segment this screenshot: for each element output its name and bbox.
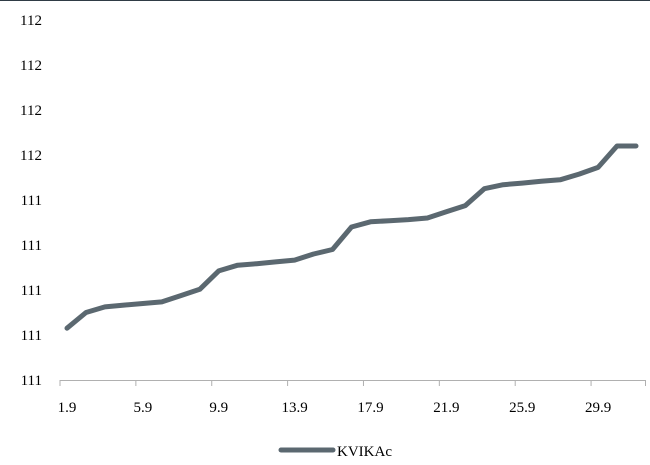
x-tick-label: 29.9 (585, 400, 611, 416)
y-tick-label: 111 (21, 283, 42, 299)
x-tick-label: 5.9 (133, 400, 152, 416)
series-line-kvikac (64, 143, 639, 331)
legend-label: KVIKAc (337, 444, 392, 460)
x-tick-label: 21.9 (433, 400, 459, 416)
y-tick-label: 111 (21, 238, 42, 254)
x-tick-label: 9.9 (209, 400, 228, 416)
x-tick-label: 25.9 (509, 400, 535, 416)
y-tick-label: 111 (21, 328, 42, 344)
x-axis-tick-marks (59, 380, 646, 386)
series-group (64, 143, 639, 331)
y-tick-label: 112 (20, 148, 42, 164)
x-tick-label: 1.9 (58, 400, 77, 416)
y-tick-label: 112 (20, 13, 42, 29)
x-axis-tick-labels: 1.9 5.9 9.9 13.9 17.9 21.9 25.9 29.9 (58, 400, 612, 416)
legend: KVIKAc (278, 444, 392, 460)
y-axis-tick-labels: 111 111 111 111 111 112 112 112 112 (20, 13, 42, 389)
y-tick-label: 111 (21, 373, 42, 389)
x-tick-label: 17.9 (357, 400, 383, 416)
x-tick-label: 13.9 (281, 400, 307, 416)
y-tick-label: 112 (20, 103, 42, 119)
y-tick-label: 112 (20, 58, 42, 74)
y-tick-label: 111 (21, 193, 42, 209)
